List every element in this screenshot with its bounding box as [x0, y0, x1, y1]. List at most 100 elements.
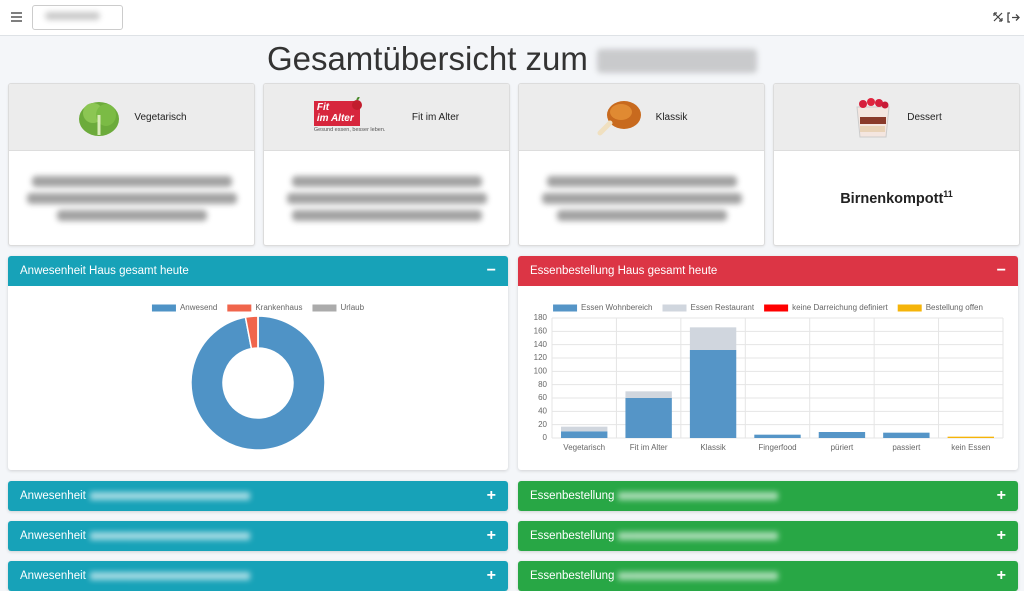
bar-segment [883, 432, 930, 438]
dessert-icon [856, 98, 890, 138]
page-title: Gesamtübersicht zum [0, 40, 1024, 78]
x-tick-label: Fingerfood [758, 443, 796, 452]
menu-card: Vegetarisch [8, 83, 255, 246]
y-tick-label: 160 [534, 326, 548, 335]
logo-line: im Alter [316, 113, 354, 124]
x-tick-label: Fit im Alter [630, 443, 668, 452]
legend-swatch [764, 304, 789, 312]
bar-segment [947, 436, 994, 438]
orders-panel: Essenbestellung Haus gesamt heute − Essen… [518, 256, 1018, 470]
collapsed-panel[interactable]: Anwesenheit + [8, 561, 508, 591]
bar-segment [818, 432, 866, 438]
legend-label: Bestellung offen [926, 303, 983, 312]
legend-item: keine Darreichung definiert [764, 303, 888, 312]
legend-swatch [227, 304, 252, 312]
y-tick-label: 180 [534, 313, 548, 322]
legend-item: Essen Restaurant [662, 303, 755, 312]
logo-slogan: Gesund essen, besser leben. [313, 127, 386, 133]
doughnut-segment [190, 315, 326, 451]
top-icons[interactable] [993, 12, 1021, 23]
attendance-panel: Anwesenheit Haus gesamt heute − Anwesend K… [8, 256, 508, 470]
y-tick-label: 40 [538, 406, 547, 415]
bar-segment [625, 391, 672, 398]
doughnut-chart: Anwesend Krankenhaus Urlaub [151, 303, 365, 451]
legend-swatch [553, 304, 578, 312]
card-name: Fit im Alter [411, 111, 460, 123]
collapsed-panel[interactable]: Anwesenheit + [8, 521, 508, 551]
legend-item: Krankenhaus [227, 303, 302, 312]
legend-swatch [312, 304, 337, 312]
card-name: Vegetarisch [134, 111, 187, 123]
panel-toggle[interactable]: + [486, 527, 496, 544]
unit-select[interactable] [32, 5, 123, 30]
fit-logo: Fit im Alter Gesund essen, besser leben. [313, 97, 400, 137]
panel-toggle[interactable]: + [486, 487, 496, 504]
dish: Birnenkompott11 [840, 189, 953, 207]
y-tick-label: 20 [538, 420, 547, 429]
legend-swatch [662, 304, 687, 312]
y-tick-label: 140 [534, 340, 548, 349]
x-tick-label: püriert [831, 443, 854, 452]
top-bar [0, 0, 1024, 36]
bar-segment [754, 434, 801, 438]
menu-card: Dessert Birnenkompott11 [773, 83, 1020, 246]
panel-toggle[interactable]: + [996, 567, 1006, 584]
panel-title: Essenbestellung Haus gesamt heute [530, 265, 718, 277]
legend-label: Anwesend [180, 303, 217, 312]
bar-segment [561, 431, 608, 438]
legend-item: Essen Wohnbereich [553, 303, 653, 312]
collapsed-panel[interactable]: Anwesenheit + [8, 481, 508, 511]
y-tick-label: 120 [534, 353, 548, 362]
panel-header[interactable]: Anwesenheit Haus gesamt heute − [8, 256, 508, 286]
menu-card: Klassik [518, 83, 765, 246]
collapsed-panel[interactable]: Essenbestellung + [518, 481, 1018, 511]
y-tick-label: 0 [543, 433, 548, 442]
x-tick-label: Klassik [700, 443, 726, 452]
legend-item: Bestellung offen [897, 303, 983, 312]
x-tick-label: passiert [892, 443, 921, 452]
lettuce-icon [79, 102, 120, 136]
dish-note: 11 [943, 189, 953, 200]
legend-swatch [151, 304, 176, 312]
y-tick-label: 60 [538, 393, 547, 402]
bar-segment [561, 426, 608, 432]
y-tick-label: 100 [534, 366, 548, 375]
panel-title: Essenbestellung [530, 530, 615, 542]
panel-header[interactable]: Essenbestellung Haus gesamt heute − [518, 256, 1018, 286]
bar-segment [625, 398, 672, 438]
card-name: Dessert [907, 111, 942, 123]
panel-toggle[interactable]: + [996, 487, 1006, 504]
collapsed-panel[interactable]: Essenbestellung + [518, 521, 1018, 551]
panel-title: Anwesenheit Haus gesamt heute [20, 265, 189, 277]
blurred-date [597, 49, 758, 74]
legend-label: keine Darreichung definiert [792, 303, 888, 312]
bar-segment [689, 350, 737, 438]
bar-segment [689, 327, 737, 350]
legend-label: Urlaub [340, 303, 364, 312]
collapsed-panel[interactable]: Essenbestellung + [518, 561, 1018, 591]
dish-name: Birnenkompott [840, 190, 944, 207]
panel-toggle[interactable]: + [996, 527, 1006, 544]
bar-chart: Essen Wohnbereich Essen Restaurant keine D… [534, 303, 1004, 452]
panel-toggle[interactable]: + [486, 567, 496, 584]
panel-title: Essenbestellung [530, 570, 615, 582]
legend-item: Anwesend [151, 303, 217, 312]
panel-toggle[interactable]: − [996, 262, 1006, 279]
chicken-icon [597, 101, 641, 136]
panel-title: Essenbestellung [530, 490, 615, 502]
menu-card: Fit im Alter Gesund essen, besser leben. Fi… [263, 83, 510, 246]
x-tick-label: Vegetarisch [563, 443, 605, 452]
logo-line: Fit [316, 102, 330, 113]
card-name: Klassik [655, 111, 688, 123]
legend-label: Essen Wohnbereich [581, 303, 652, 312]
panel-title: Anwesenheit [20, 530, 86, 542]
legend-item: Urlaub [312, 303, 365, 312]
panel-title: Anwesenheit [20, 570, 86, 582]
title-text: Gesamtübersicht zum [266, 40, 588, 77]
legend-swatch [897, 304, 922, 312]
menu-button[interactable] [11, 12, 23, 22]
x-tick-label: kein Essen [951, 443, 990, 452]
panel-toggle[interactable]: − [486, 262, 496, 279]
legend-label: Essen Restaurant [691, 303, 755, 312]
y-tick-label: 80 [538, 380, 547, 389]
